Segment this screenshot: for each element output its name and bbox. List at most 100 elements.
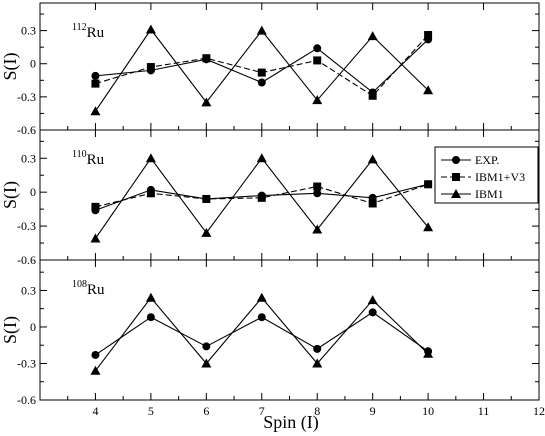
nucleus-symbol: Ru — [87, 152, 105, 168]
data-point-square — [368, 199, 377, 208]
data-point-circle — [91, 350, 100, 359]
data-point-triangle — [145, 153, 156, 163]
data-point-circle — [368, 308, 377, 317]
data-point-triangle — [256, 292, 267, 302]
data-point-triangle — [312, 224, 323, 234]
data-point-triangle — [367, 295, 378, 305]
x-tick-label: 10 — [422, 404, 434, 418]
x-tick-labels: 4 5 6 7 8 9 10 11 12 — [92, 404, 545, 418]
panel-108Ru: 0.3 0 -0.3 -0.6 S(I) 108Ru — [0, 259, 540, 407]
data-point-square — [257, 193, 266, 202]
data-point-triangle — [423, 85, 434, 95]
x-tick-label: 8 — [314, 404, 320, 418]
data-point-circle — [313, 344, 322, 353]
legend-marker — [452, 173, 460, 181]
legend-label: EXP. — [475, 153, 499, 167]
y-axis-title: S(I) — [0, 53, 21, 81]
x-tick-label: 9 — [370, 404, 376, 418]
legend-marker — [451, 189, 461, 198]
data-point-circle — [313, 189, 322, 198]
legend-item-ibm1: IBM1 — [441, 187, 504, 201]
y-tick-label: 0 — [30, 57, 36, 71]
x-axis-title: Spin (I) — [263, 412, 319, 433]
panel-112Ru: 0.3 0 -0.3 -0.6 S(I) 112Ru — [0, 2, 540, 137]
y-tick-label: 0 — [30, 320, 36, 334]
data-point-triangle — [201, 227, 212, 237]
legend-item-ibm1-v3: IBM1+V3 — [441, 170, 525, 184]
y-tick-label: -0.6 — [17, 393, 36, 407]
data-point-square — [146, 63, 155, 72]
legend-item-exp-: EXP. — [441, 153, 499, 167]
data-point-square — [313, 182, 322, 191]
data-point-circle — [313, 44, 322, 53]
legend: EXP. IBM1+V3 IBM1 — [434, 146, 539, 204]
legend-items: EXP. IBM1+V3 IBM1 — [441, 153, 525, 201]
y-tick-label: -0.3 — [17, 90, 36, 104]
nucleus-symbol: Ru — [87, 25, 105, 41]
data-point-square — [368, 91, 377, 100]
data-point-square — [91, 202, 100, 211]
data-point-triangle — [256, 25, 267, 35]
legend-marker — [452, 156, 460, 164]
x-tick-label: 6 — [203, 404, 209, 418]
data-point-circle — [257, 313, 266, 322]
data-point-circle — [91, 71, 100, 80]
y-tick-label: -0.6 — [17, 123, 36, 137]
legend-label: IBM1+V3 — [475, 170, 525, 184]
data-point-square — [202, 194, 211, 203]
y-tick-label: -0.3 — [17, 219, 36, 233]
x-tick-label: 7 — [259, 404, 265, 418]
x-tick-label: 12 — [533, 404, 545, 418]
data-point-square — [424, 180, 433, 189]
data-point-triangle — [367, 154, 378, 164]
data-point-triangle — [145, 24, 156, 34]
data-point-square — [424, 31, 433, 40]
x-tick-label: 11 — [478, 404, 490, 418]
data-point-triangle — [367, 31, 378, 41]
data-point-square — [313, 56, 322, 65]
data-point-square — [257, 68, 266, 77]
series-exp- — [91, 308, 433, 359]
series-line — [95, 296, 429, 372]
series-ibm1 — [90, 24, 434, 116]
legend-label: IBM1 — [475, 187, 504, 201]
series-ibm1-v3 — [91, 180, 433, 211]
data-point-circle — [202, 342, 211, 351]
series-ibm1-v3 — [91, 31, 433, 100]
y-tick-label: -0.6 — [17, 253, 36, 267]
chart-panels: 0.30-0.3-0.6S(I)112Ru0.30-0.3-0.6S(I)110… — [0, 2, 540, 407]
data-point-triangle — [201, 97, 212, 107]
data-point-triangle — [423, 222, 434, 232]
data-point-triangle — [423, 348, 434, 358]
data-point-triangle — [90, 233, 101, 243]
y-tick-label: 0.3 — [21, 283, 36, 297]
data-point-square — [146, 189, 155, 198]
panel-110Ru: 0.3 0 -0.3 -0.6 S(I) 110Ru — [0, 129, 540, 267]
data-point-triangle — [312, 95, 323, 105]
data-point-triangle — [90, 106, 101, 116]
nucleus-mass-number: 112 — [72, 22, 87, 33]
data-point-triangle — [312, 358, 323, 368]
series-ibm1 — [90, 153, 434, 243]
y-tick-label: -0.3 — [17, 356, 36, 370]
y-axis-title: S(I) — [0, 316, 21, 344]
data-point-triangle — [201, 358, 212, 368]
nucleus-mass-number: 110 — [72, 149, 87, 160]
y-tick-label: 0.3 — [21, 24, 36, 38]
data-point-triangle — [90, 365, 101, 375]
data-point-square — [91, 79, 100, 88]
nucleus-label: 108Ru — [72, 279, 105, 298]
x-tick-label: 5 — [148, 404, 154, 418]
data-point-square — [202, 54, 211, 63]
nucleus-label: 112Ru — [72, 22, 105, 41]
nucleus-mass-number: 108 — [72, 279, 87, 290]
data-point-triangle — [145, 292, 156, 302]
y-tick-label: 0.3 — [21, 151, 36, 165]
x-tick-label: 4 — [92, 404, 98, 418]
y-axis-title: S(I) — [0, 181, 21, 209]
data-point-triangle — [256, 153, 267, 163]
data-point-circle — [146, 313, 155, 322]
nucleus-label: 110Ru — [72, 149, 105, 168]
data-point-circle — [257, 78, 266, 87]
